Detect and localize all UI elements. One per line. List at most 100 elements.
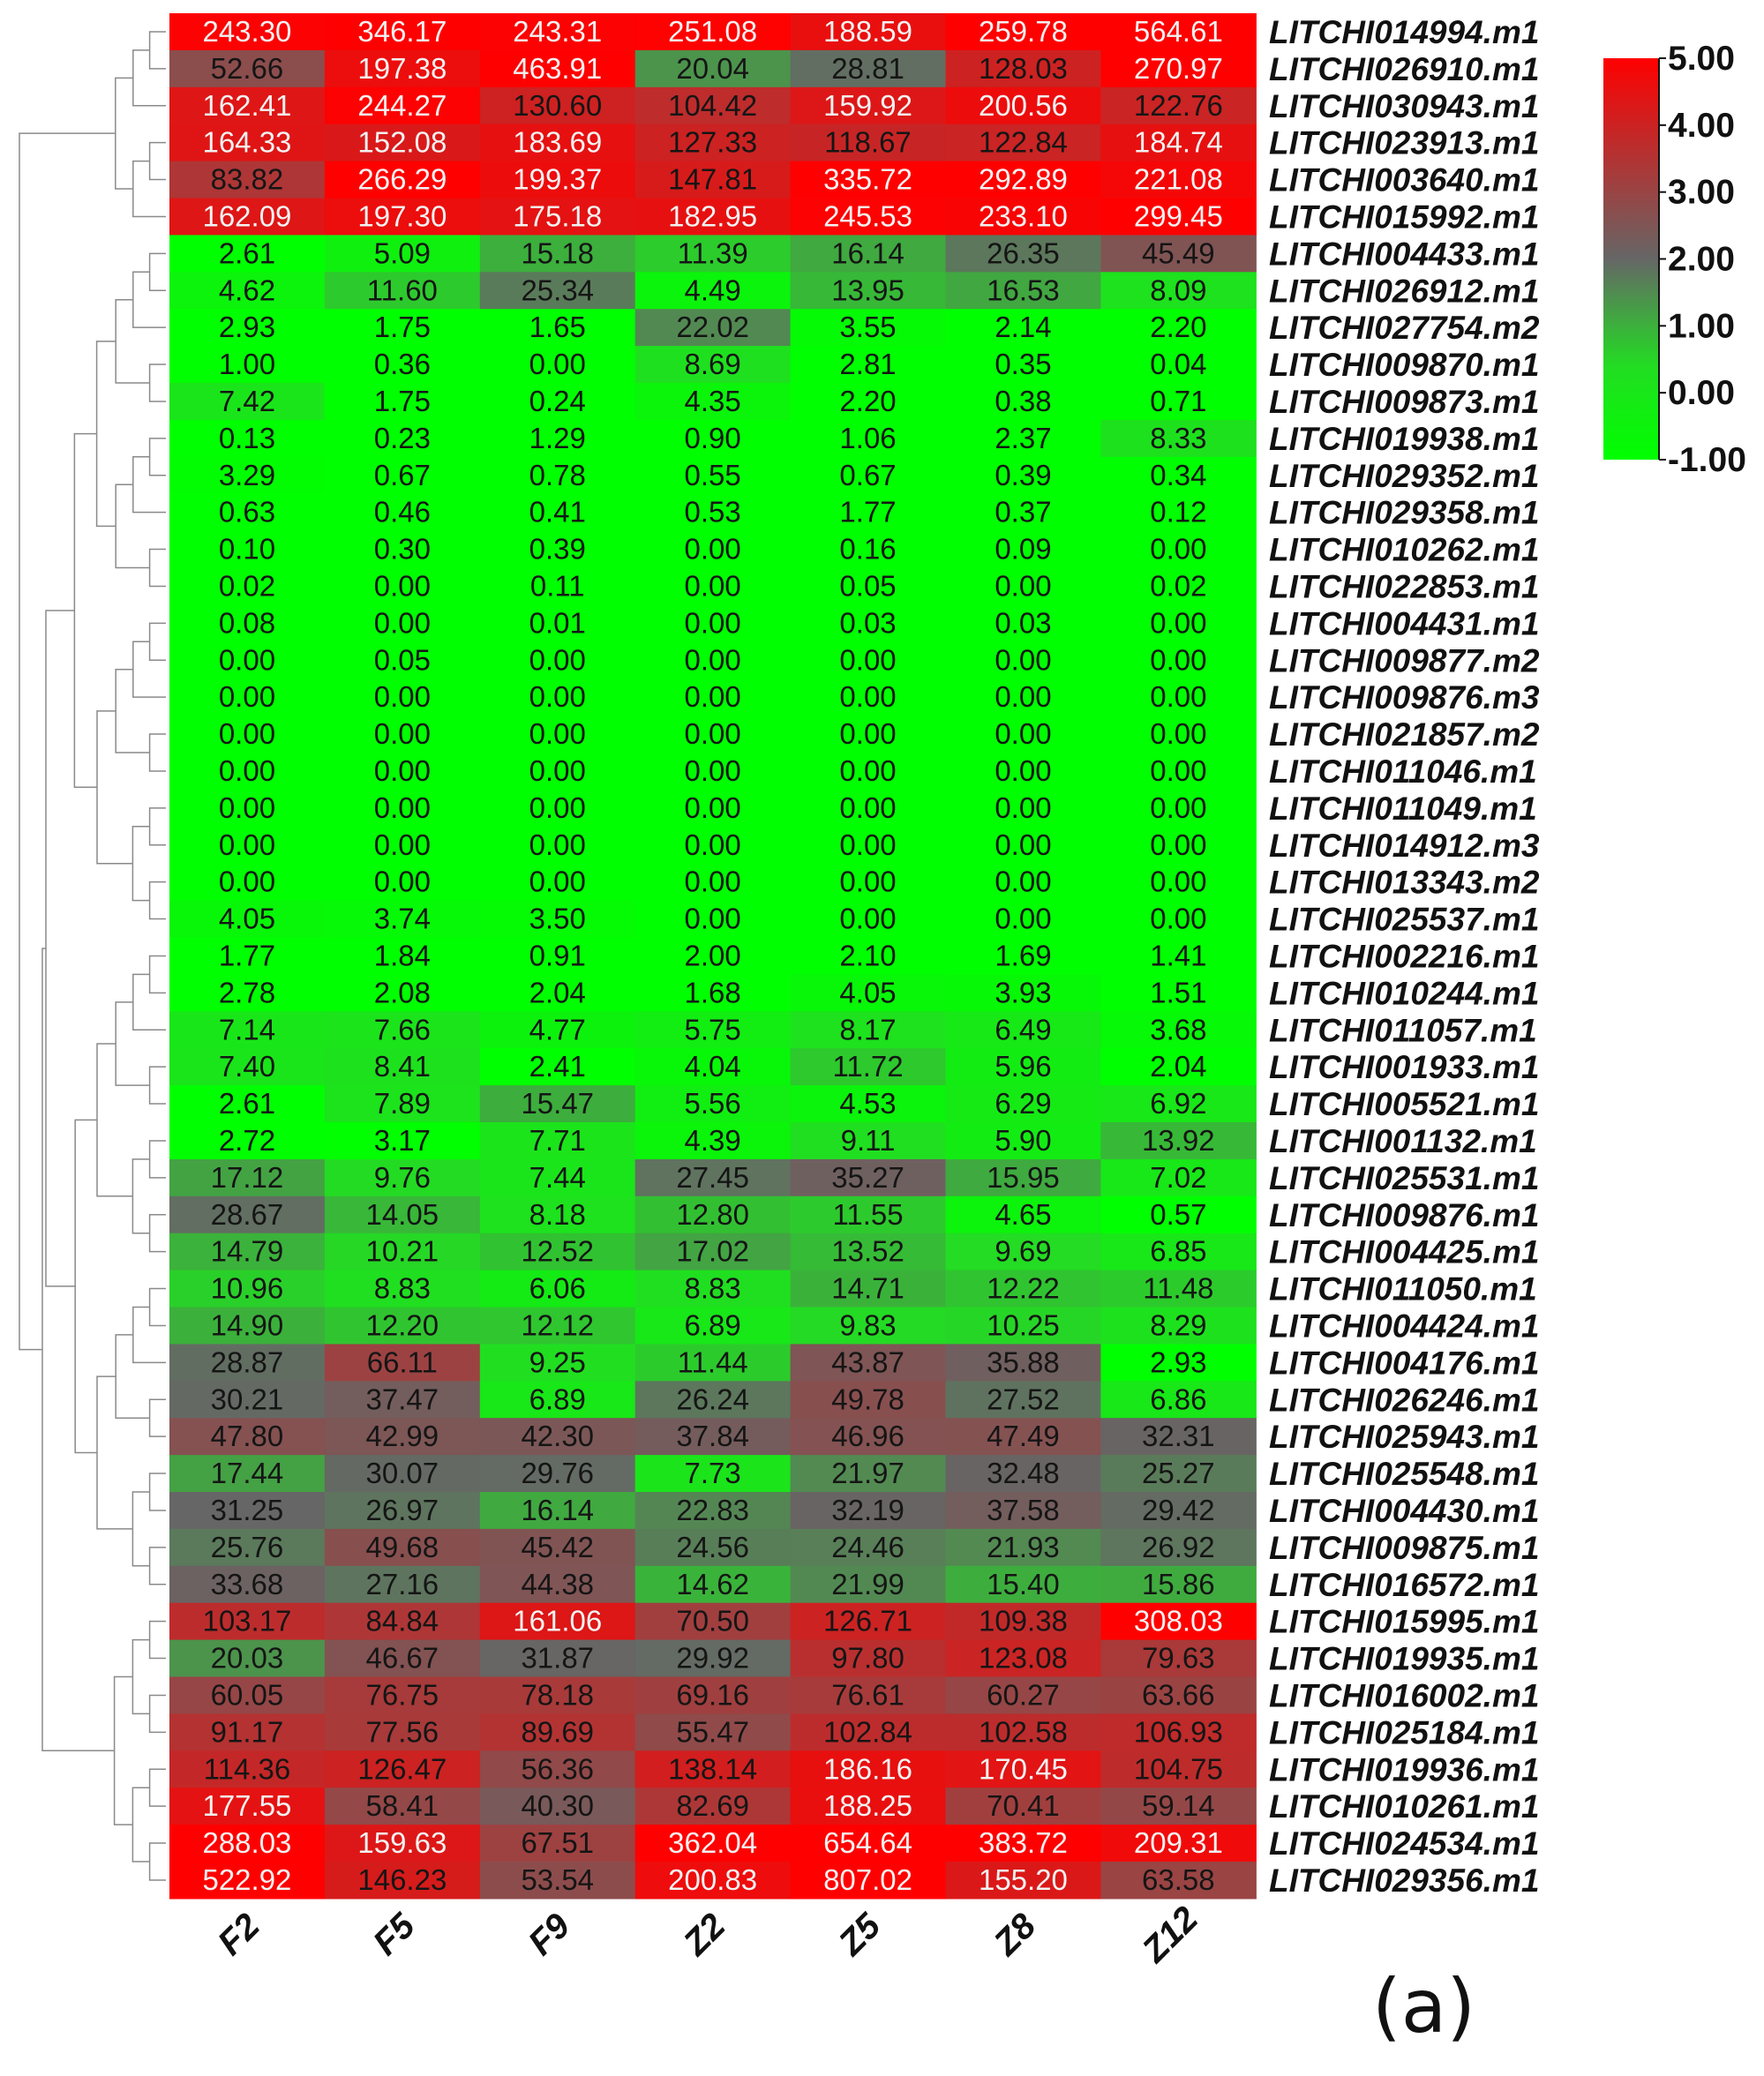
cell-value-label: 164.33	[202, 126, 291, 159]
legend-tick-label: -1.00	[1668, 441, 1746, 479]
heatmap-cell	[634, 383, 792, 421]
cell-value-label: 89.69	[521, 1715, 594, 1748]
row-label: LITCHI013343.m2	[1269, 865, 1540, 901]
row-labels: LITCHI014994.m1LITCHI026910.m1LITCHI0309…	[1269, 14, 1540, 1899]
cell-value-label: 0.00	[685, 903, 741, 935]
heatmap-cell	[945, 826, 1101, 865]
cell-value-label: 0.00	[529, 866, 586, 898]
cell-value-label: 0.00	[374, 717, 431, 750]
dendrogram-branch	[148, 1473, 166, 1511]
cell-value-label: 0.78	[529, 459, 586, 491]
heatmap-cell	[324, 1307, 481, 1345]
heatmap-cell	[1100, 716, 1257, 753]
heatmap-cell	[634, 530, 792, 569]
row-label: LITCHI009876.m3	[1269, 679, 1540, 716]
heatmap-cell	[479, 826, 636, 865]
cell-value-label: 0.00	[1150, 533, 1206, 566]
dendrogram-branch	[131, 1638, 150, 1715]
cell-value-label: 138.14	[668, 1752, 757, 1785]
cell-value-label: 27.45	[676, 1161, 749, 1194]
cell-value-label: 162.41	[202, 89, 291, 122]
cell-value-label: 7.40	[219, 1050, 275, 1083]
dendrogram-branch	[148, 438, 166, 476]
cell-value-label: 2.78	[219, 976, 275, 1008]
cell-value-label: 46.96	[831, 1420, 905, 1452]
cell-value-label: 8.29	[1150, 1308, 1206, 1341]
heatmap-cell	[790, 1492, 947, 1530]
dendrogram-branch	[131, 1491, 150, 1567]
cell-value-label: 0.00	[995, 754, 1051, 787]
cell-value-label: 0.00	[219, 643, 275, 676]
cell-value-label: 31.25	[211, 1494, 284, 1526]
row-label: LITCHI005521.m1	[1269, 1086, 1539, 1122]
cell-value-label: 0.00	[374, 680, 431, 713]
row-label: LITCHI011050.m1	[1269, 1271, 1537, 1308]
row-label: LITCHI026910.m1	[1269, 51, 1539, 87]
cell-value-label: 186.16	[823, 1752, 912, 1785]
heatmap-cell	[324, 383, 481, 421]
cell-value-label: 0.00	[219, 717, 275, 750]
cell-value-label: 3.29	[219, 459, 275, 491]
heatmap-cell	[945, 1713, 1101, 1751]
heatmap-cell	[169, 974, 326, 1012]
cell-value-label: 102.84	[823, 1715, 912, 1748]
cell-value-label: 35.88	[987, 1345, 1060, 1378]
dendrogram-branch	[73, 432, 97, 789]
heatmap-cell	[790, 309, 947, 347]
heatmap-cell	[1100, 309, 1257, 347]
cell-value-label: 84.84	[366, 1605, 439, 1638]
cell-value-label: 9.83	[839, 1308, 896, 1341]
row-label: LITCHI025531.m1	[1269, 1160, 1539, 1196]
cell-value-label: 0.00	[685, 791, 741, 824]
cell-value-label: 259.78	[979, 15, 1068, 48]
dendrogram-branch	[148, 733, 166, 772]
heatmap-cell	[1100, 1787, 1257, 1825]
heatmap-cell	[945, 13, 1101, 51]
heatmap-cell	[1100, 1713, 1257, 1751]
heatmap-cell	[324, 1862, 481, 1900]
heatmap-cell	[945, 1011, 1101, 1049]
dendrogram-branch	[148, 1547, 166, 1585]
heatmap-cell	[324, 493, 481, 532]
cell-value-label: 130.60	[513, 89, 602, 122]
heatmap-cell	[479, 863, 636, 902]
cell-value-label: 0.00	[685, 717, 741, 750]
cell-value-label: 12.20	[366, 1308, 439, 1341]
heatmap-cell	[1100, 1418, 1257, 1456]
heatmap-cell	[790, 1750, 947, 1788]
heatmap-cell	[634, 124, 792, 162]
dendrogram-branch	[148, 548, 166, 588]
cell-value-label: 1.06	[839, 422, 896, 454]
heatmap-cell	[169, 1381, 326, 1419]
cell-value-label: 22.02	[676, 311, 749, 343]
cell-value-label: 0.00	[374, 791, 431, 824]
heatmap-cell	[790, 1676, 947, 1714]
heatmap-cell	[1100, 974, 1257, 1012]
cell-value-label: 82.69	[676, 1789, 749, 1822]
row-label: LITCHI015992.m1	[1269, 199, 1539, 235]
cell-value-label: 26.92	[1142, 1531, 1215, 1563]
heatmap-cell	[945, 604, 1101, 642]
dendrogram-branch	[148, 141, 166, 181]
heatmap-cell	[324, 198, 481, 236]
cell-value-label: 200.83	[668, 1863, 757, 1896]
heatmap-cell	[479, 1862, 636, 1900]
column-label: F5	[366, 1906, 424, 1963]
heatmap-cell	[479, 419, 636, 458]
heatmap-cell	[1100, 1492, 1257, 1530]
heatmap-cell	[324, 161, 481, 199]
cell-value-label: 2.93	[1150, 1345, 1206, 1378]
cell-value-label: 42.99	[366, 1420, 439, 1452]
cell-value-label: 0.00	[219, 828, 275, 861]
cell-value-label: 0.41	[529, 496, 586, 528]
heatmap-cells: 243.30 346.17 243.31 251.08 188.59 259.78 564.…	[169, 13, 1257, 1900]
cell-value-label: 29.76	[521, 1457, 594, 1489]
heatmap-cell	[945, 567, 1101, 605]
dendrogram-branch	[148, 622, 166, 661]
column-label: Z8	[986, 1906, 1043, 1963]
heatmap-cell	[1100, 753, 1257, 791]
cell-value-label: 10.25	[987, 1308, 1060, 1341]
cell-value-label: 199.37	[513, 163, 602, 196]
heatmap-cell	[169, 937, 326, 975]
cell-value-label: 0.38	[995, 385, 1051, 417]
